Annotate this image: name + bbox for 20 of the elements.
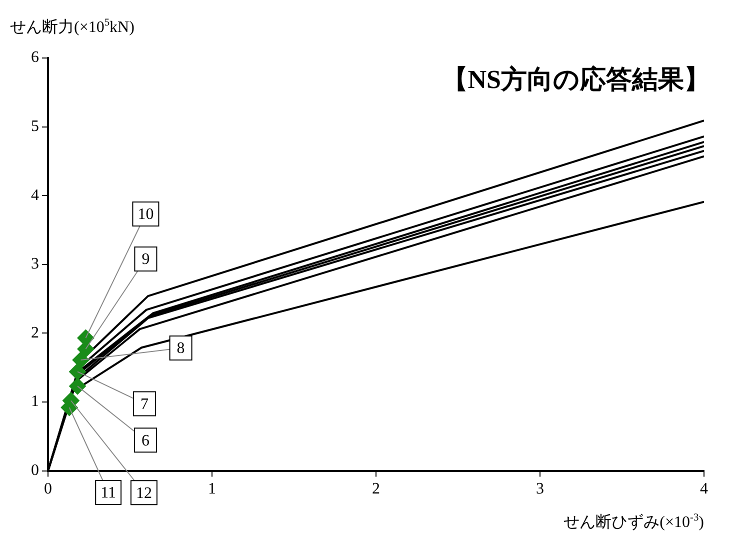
annotation: 9	[142, 251, 150, 268]
y-tick-label: 2	[31, 324, 39, 342]
y-tick-label: 5	[31, 118, 39, 136]
annotation: 10	[138, 206, 154, 224]
x-tick-label: 1	[208, 480, 216, 498]
annotation: 11	[100, 484, 116, 502]
annotation: 7	[140, 396, 149, 413]
y-tick-label: 3	[31, 256, 39, 273]
annotation: 12	[136, 484, 152, 502]
annotation: 6	[142, 432, 150, 450]
x-tick-label: 0	[44, 480, 52, 498]
y-tick-label: 6	[31, 49, 39, 66]
x-tick-label: 2	[372, 480, 380, 498]
x-tick-label: 4	[700, 480, 708, 498]
y-tick-label: 4	[31, 186, 39, 204]
chart-title: 【NS方向の応答結果】	[442, 65, 710, 94]
y-tick-label: 0	[31, 462, 39, 480]
y-tick-label: 1	[31, 393, 39, 410]
annotation: 8	[176, 340, 185, 358]
x-tick-label: 3	[536, 480, 544, 498]
